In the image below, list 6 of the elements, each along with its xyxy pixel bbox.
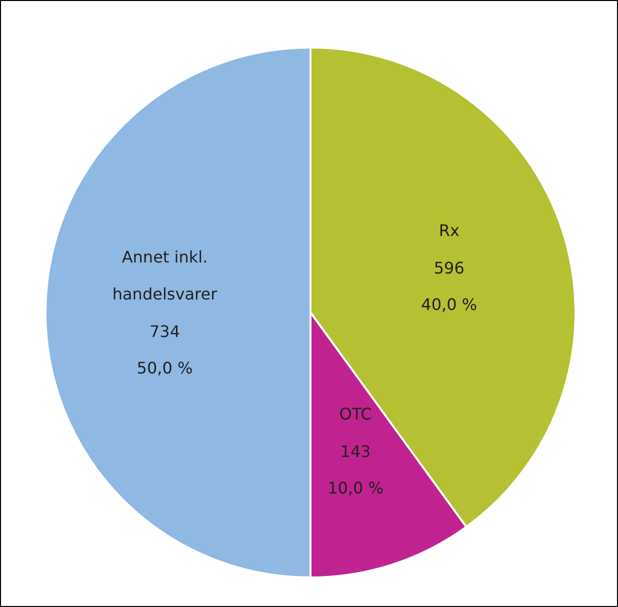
slice-label: Rx <box>438 220 460 240</box>
slice-label: Annet inkl. handelsvarer <box>112 247 218 304</box>
data-label: 143 10,0 % <box>328 442 384 498</box>
data-label: 596 40,0 % <box>421 258 478 314</box>
data-label: 734 50,0 % <box>136 322 193 378</box>
slice-label: OTC <box>339 404 372 424</box>
